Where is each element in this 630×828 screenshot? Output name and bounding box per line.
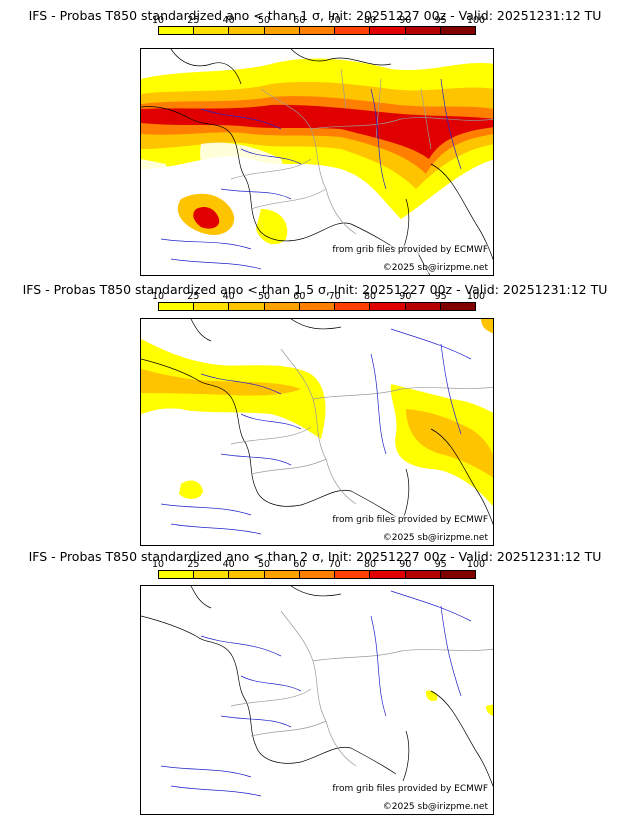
colorbar-swatch (299, 571, 336, 578)
colorbar-swatch (440, 303, 475, 310)
probability-map-1sigma: from grib files provided by ECMWF ©2025 … (140, 48, 494, 276)
forecast-panel-1sigma: IFS - Probas T850 standardized ano < tha… (0, 0, 630, 276)
credit-copyright: ©2025 sb@irizpme.net (382, 263, 488, 273)
colorbar-swatch (440, 571, 475, 578)
colorbar-tick-label: 90 (399, 559, 412, 570)
colorbar-swatch (159, 27, 195, 34)
colorbar-swatches (158, 302, 476, 311)
forecast-panel-2sigma: IFS - Probas T850 standardized ano < tha… (0, 549, 630, 828)
colorbar-tick-label: 80 (363, 559, 377, 570)
colorbar-tick-label: 40 (222, 15, 235, 26)
colorbar-tick-label: 80 (363, 15, 377, 26)
colorbar-swatch (264, 303, 300, 310)
colorbar-swatches (158, 570, 476, 579)
colorbar-swatch (405, 27, 441, 34)
colorbar-tick-label: 95 (434, 559, 447, 570)
credit-copyright: ©2025 sb@irizpme.net (382, 802, 488, 812)
colorbar-swatch (264, 571, 300, 578)
colorbar-swatch (299, 27, 336, 34)
panel-title: IFS - Probas T850 standardized ano < tha… (28, 549, 602, 564)
colorbar: 10 25 40 50 60 70 80 90 95 100 (152, 291, 485, 316)
colorbar-tick-label: 10 (151, 15, 165, 26)
colorbar-tick-label: 100 (466, 15, 486, 26)
colorbar-swatch (299, 303, 336, 310)
colorbar-tick-label: 60 (293, 559, 306, 570)
colorbar-tick-label: 25 (187, 291, 200, 302)
colorbar-tick-label: 90 (399, 15, 412, 26)
colorbar-swatch (159, 571, 195, 578)
colorbar-tick-label: 100 (466, 291, 486, 302)
credit-source: from grib files provided by ECMWF (332, 515, 488, 525)
colorbar-swatch (229, 27, 265, 34)
colorbar-swatch (335, 571, 371, 578)
colorbar-tick-label: 95 (434, 15, 447, 26)
credit-source: from grib files provided by ECMWF (332, 784, 488, 794)
colorbar-tick-label: 50 (257, 559, 271, 570)
colorbar-tick-label: 10 (151, 559, 165, 570)
forecast-panel-1p5sigma: IFS - Probas T850 standardized ano < tha… (0, 276, 630, 552)
colorbar-tick-label: 60 (293, 291, 306, 302)
colorbar-swatch (264, 27, 300, 34)
colorbar: 10 25 40 50 60 70 80 90 95 100 (152, 15, 485, 40)
colorbar-tick-label: 70 (328, 15, 341, 26)
colorbar-swatch (194, 303, 230, 310)
colorbar-tick-label: 40 (222, 559, 235, 570)
colorbar-tick-label: 25 (187, 559, 200, 570)
colorbar-swatch (405, 303, 441, 310)
colorbar-tick-label: 70 (328, 559, 341, 570)
colorbar-swatch (229, 571, 265, 578)
colorbar-tick-label: 25 (187, 15, 200, 26)
colorbar-tick-label: 90 (399, 291, 412, 302)
credit-source: from grib files provided by ECMWF (332, 245, 488, 255)
map-canvas (141, 586, 493, 797)
colorbar-tick-label: 10 (151, 291, 165, 302)
panel-title: IFS - Probas T850 standardized ano < tha… (22, 282, 608, 297)
colorbar-swatch (370, 27, 406, 34)
colorbar-swatch (229, 303, 265, 310)
colorbar-swatch (405, 571, 441, 578)
colorbar-tick-label: 80 (363, 291, 377, 302)
colorbar-tick-label: 70 (328, 291, 341, 302)
map-canvas (141, 319, 493, 535)
colorbar-swatch (335, 303, 371, 310)
credit-copyright: ©2025 sb@irizpme.net (382, 533, 488, 543)
colorbar-swatch (194, 571, 230, 578)
colorbar-swatch (370, 303, 406, 310)
colorbar-tick-label: 50 (257, 291, 271, 302)
colorbar-swatch (194, 27, 230, 34)
colorbar-swatch (159, 303, 195, 310)
colorbar-swatches (158, 26, 476, 35)
colorbar-tick-label: 100 (466, 559, 486, 570)
map-canvas (141, 49, 493, 275)
colorbar-tick-label: 40 (222, 291, 235, 302)
colorbar-tick-label: 95 (434, 291, 447, 302)
colorbar-swatch (335, 27, 371, 34)
probability-map-1p5sigma: from grib files provided by ECMWF ©2025 … (140, 318, 494, 546)
colorbar: 10 25 40 50 60 70 80 90 95 100 (152, 559, 485, 584)
colorbar-swatch (370, 571, 406, 578)
panel-title: IFS - Probas T850 standardized ano < tha… (28, 8, 602, 23)
colorbar-swatch (440, 27, 475, 34)
colorbar-tick-label: 50 (257, 15, 271, 26)
colorbar-tick-label: 60 (293, 15, 306, 26)
probability-map-2sigma: from grib files provided by ECMWF ©2025 … (140, 585, 494, 815)
